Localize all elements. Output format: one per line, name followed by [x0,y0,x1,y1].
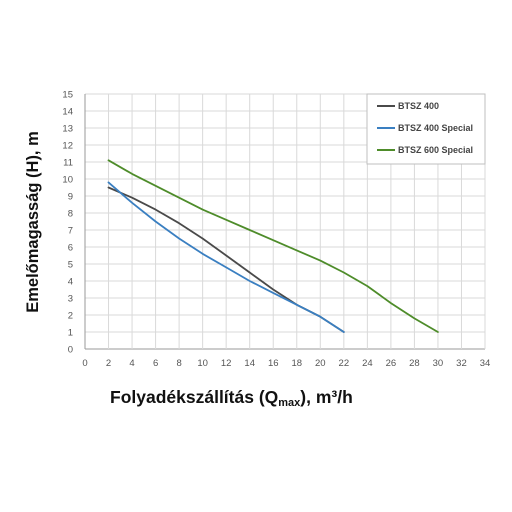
x-axis-label-tail: ), m³/h [300,387,353,407]
x-tick-label: 0 [82,358,87,369]
legend-entry: BTSZ 600 Special [398,145,473,155]
x-tick-label: 10 [197,358,208,369]
y-tick-label: 9 [68,192,73,203]
x-tick-label: 6 [153,358,158,369]
x-tick-label: 26 [386,358,397,369]
x-tick-label: 24 [362,358,373,369]
x-tick-label: 16 [268,358,279,369]
x-tick-label: 28 [409,358,420,369]
x-tick-label: 18 [291,358,302,369]
y-tick-label: 13 [62,124,73,135]
y-tick-label: 5 [68,260,73,271]
x-tick-label: 32 [456,358,467,369]
series-line-2 [107,181,345,333]
legend: BTSZ 400 BTSZ 400 Special BTSZ 600 Special [366,93,486,165]
x-axis-ticks: 0 2 4 6 8 10 12 14 16 18 20 22 24 26 28 30 32 34 [82,358,490,369]
x-tick-label: 2 [106,358,111,369]
x-axis-label-main: Folyadékszállítás (Q [110,387,279,407]
y-tick-label: 0 [68,345,73,356]
legend-entry: BTSZ 400 [398,101,439,111]
x-tick-label: 20 [315,358,326,369]
y-tick-label: 6 [68,243,73,254]
y-tick-label: 14 [62,107,73,118]
x-tick-label: 8 [176,358,181,369]
legend-entry: BTSZ 400 Special [398,123,473,133]
y-tick-label: 15 [62,90,73,101]
x-tick-label: 14 [244,358,255,369]
y-tick-label: 2 [68,311,73,322]
y-tick-label: 4 [68,277,73,288]
x-tick-label: 4 [129,358,134,369]
series-lines [107,159,439,333]
x-tick-label: 22 [339,358,350,369]
x-axis-label: Folyadékszállítás (Qmax), m³/h [110,387,353,409]
x-tick-label: 34 [480,358,491,369]
y-tick-label: 7 [68,226,73,237]
series-line-3 [107,159,439,333]
x-axis-label-subscript: max [278,397,301,409]
x-tick-label: 12 [221,358,232,369]
y-tick-label: 8 [68,209,73,220]
y-axis-label: Emelőmagasság (H), m [24,131,42,313]
y-tick-label: 11 [63,158,73,169]
y-tick-label: 10 [62,175,73,186]
x-tick-label: 30 [433,358,444,369]
y-tick-label: 1 [68,328,73,339]
y-tick-label: 12 [62,141,73,152]
y-tick-label: 3 [68,294,73,305]
